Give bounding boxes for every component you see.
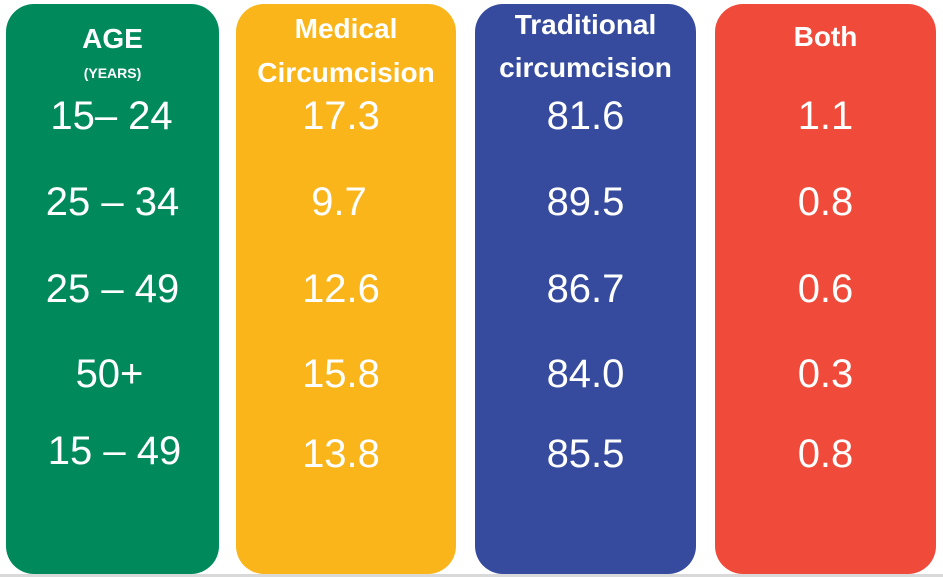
age-cell: 15– 24 bbox=[50, 94, 173, 138]
traditional-cell: 81.6 bbox=[546, 94, 625, 138]
age-header: AGE bbox=[82, 23, 143, 54]
medical-header-line2: Circumcision bbox=[257, 57, 435, 88]
medical-cell: 12.6 bbox=[302, 267, 380, 311]
traditional-cell: 89.5 bbox=[546, 180, 625, 224]
both-cell: 0.3 bbox=[797, 352, 854, 396]
both-cell: 0.6 bbox=[797, 267, 854, 311]
both-cell: 0.8 bbox=[797, 432, 854, 476]
age-cell: 25 – 49 bbox=[45, 267, 180, 311]
age-cell: 15 – 49 bbox=[47, 429, 182, 473]
age-subheader: (YEARS) bbox=[83, 65, 142, 81]
bottom-divider bbox=[0, 574, 943, 577]
traditional-header-line1: Traditional bbox=[514, 9, 657, 40]
age-column: AGE (YEARS) 15– 24 25 – 34 25 – 49 50+ 1… bbox=[6, 4, 219, 574]
traditional-header-line2: circumcision bbox=[499, 52, 672, 83]
both-cell: 0.8 bbox=[797, 180, 854, 224]
traditional-cell: 84.0 bbox=[546, 352, 625, 396]
traditional-cell: 85.5 bbox=[546, 432, 625, 476]
medical-column: Medical Circumcision 17.3 9.7 12.6 15.8 … bbox=[236, 4, 456, 574]
medical-cell: 13.8 bbox=[302, 432, 380, 476]
both-column: Both 1.1 0.8 0.6 0.3 0.8 bbox=[715, 4, 936, 574]
traditional-cell: 86.7 bbox=[546, 267, 625, 311]
medical-cell: 15.8 bbox=[302, 352, 380, 396]
age-cell: 25 – 34 bbox=[45, 180, 180, 224]
age-cell: 50+ bbox=[75, 352, 144, 396]
traditional-column: Traditional circumcision 81.6 89.5 86.7 … bbox=[475, 4, 696, 574]
both-header: Both bbox=[793, 21, 858, 52]
both-cell: 1.1 bbox=[797, 94, 854, 138]
medical-header-line1: Medical bbox=[294, 13, 398, 44]
medical-cell: 9.7 bbox=[311, 180, 367, 224]
medical-cell: 17.3 bbox=[302, 94, 380, 138]
